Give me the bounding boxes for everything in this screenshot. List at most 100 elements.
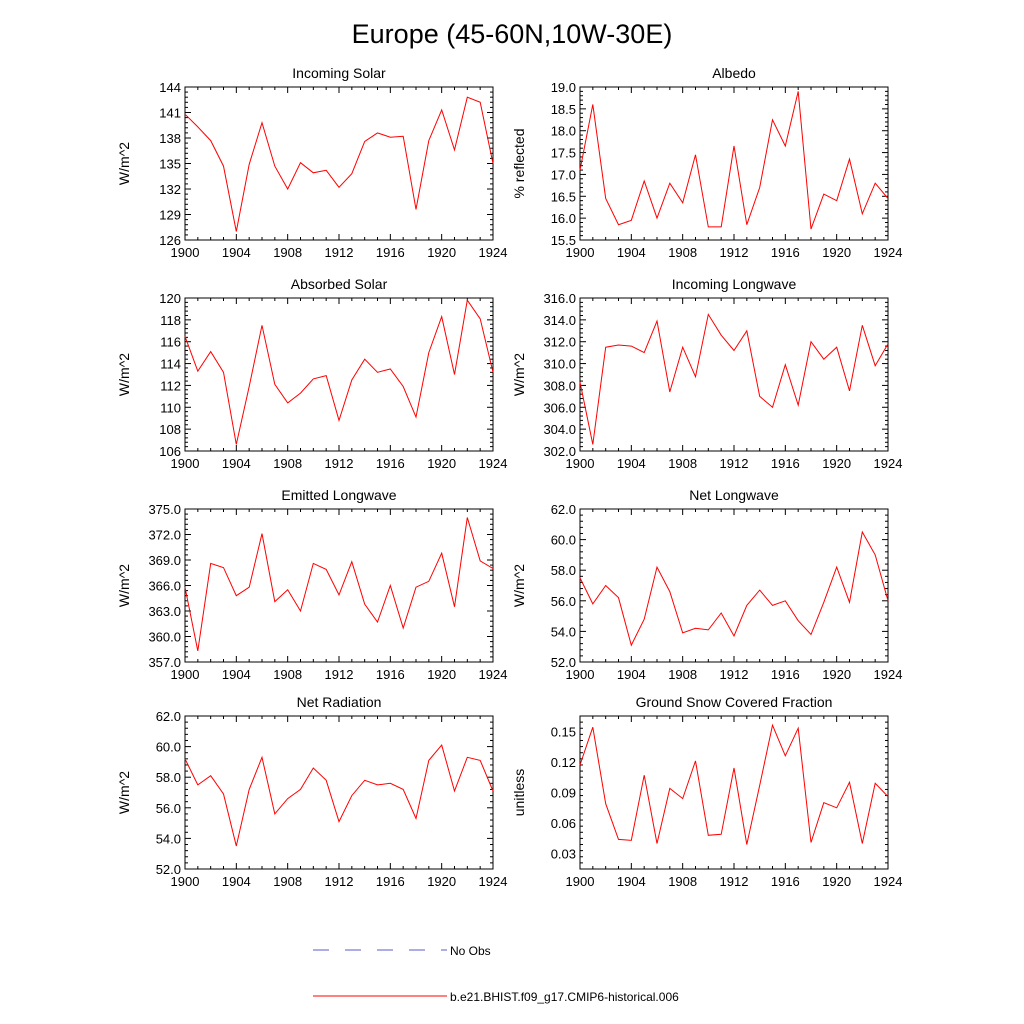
y-axis-label: % reflected	[511, 128, 527, 198]
y-tick-label: 16.0	[551, 211, 576, 226]
chart-panel: 1900 1904 1908 1912 1916 1920 1924 52.0 54.0 56.0…	[116, 694, 507, 889]
y-tick-label: 138	[159, 131, 181, 146]
y-tick-label: 363.0	[148, 604, 181, 619]
y-tick-label: 360.0	[148, 630, 181, 645]
x-tick-label: 1924	[479, 874, 508, 889]
x-tick-label: 1900	[566, 456, 595, 471]
y-tick-label: 0.12	[551, 755, 576, 770]
y-axis-label: W/m^2	[116, 353, 132, 396]
y-tick-label: 108	[159, 422, 181, 437]
x-tick-label: 1912	[720, 667, 749, 682]
x-tick-label: 1900	[171, 667, 200, 682]
y-tick-label: 52.0	[551, 655, 576, 670]
y-tick-label: 16.5	[551, 189, 576, 204]
x-tick-label: 1924	[874, 456, 903, 471]
legend: No Obs b.e21.BHIST.f09_g17.CMIP6-histori…	[313, 944, 679, 1004]
y-tick-label: 58.0	[156, 770, 181, 785]
x-tick-label: 1924	[479, 245, 508, 260]
y-tick-label: 308.0	[543, 378, 576, 393]
y-tick-label: 112	[160, 378, 181, 393]
y-tick-label: 310.0	[543, 357, 576, 372]
x-tick-label: 1920	[427, 874, 456, 889]
y-axis-label: W/m^2	[116, 564, 132, 607]
x-tick-label: 1912	[325, 874, 354, 889]
x-tick-label: 1908	[668, 245, 697, 260]
chart-title: Ground Snow Covered Fraction	[636, 694, 833, 710]
y-tick-label: 144	[159, 80, 181, 95]
x-tick-label: 1900	[171, 456, 200, 471]
x-tick-label: 1920	[822, 456, 851, 471]
chart-panel: 1900 1904 1908 1912 1916 1920 1924 106 108 110 112…	[116, 276, 507, 471]
y-tick-label: 58.0	[551, 563, 576, 578]
y-tick-label: 118	[160, 313, 181, 328]
y-tick-label: 52.0	[156, 862, 181, 877]
x-tick-label: 1904	[617, 667, 646, 682]
y-tick-label: 56.0	[156, 801, 181, 816]
x-tick-label: 1924	[874, 667, 903, 682]
chart-panel: 1900 1904 1908 1912 1916 1920 1924 357.0 360.0 36…	[116, 487, 507, 682]
x-tick-label: 1904	[222, 667, 251, 682]
series-line	[579, 91, 889, 230]
x-tick-label: 1912	[720, 874, 749, 889]
series-line	[579, 530, 889, 647]
x-tick-label: 1920	[427, 456, 456, 471]
y-tick-label: 60.0	[156, 740, 181, 755]
y-tick-label: 15.5	[551, 233, 576, 248]
y-axis-label: W/m^2	[116, 771, 132, 814]
y-tick-label: 17.0	[551, 167, 576, 182]
plot-frame	[579, 715, 889, 870]
y-axis-label: W/m^2	[116, 142, 132, 185]
x-tick-label: 1908	[273, 456, 302, 471]
plot-frame	[579, 86, 889, 241]
x-tick-label: 1904	[222, 245, 251, 260]
x-tick-label: 1900	[566, 245, 595, 260]
x-tick-label: 1912	[325, 245, 354, 260]
x-tick-label: 1908	[668, 456, 697, 471]
y-tick-label: 135	[159, 157, 181, 172]
series-line	[184, 744, 494, 847]
y-tick-label: 56.0	[551, 594, 576, 609]
chart-panel: 1900 1904 1908 1912 1916 1920 1924 0.03 0.06 0.09…	[511, 694, 902, 889]
y-tick-label: 316.0	[543, 291, 576, 306]
y-axis-label: W/m^2	[511, 353, 527, 396]
y-tick-label: 0.09	[551, 786, 576, 801]
chart-title: Net Radiation	[297, 694, 382, 710]
y-tick-label: 306.0	[543, 400, 576, 415]
x-tick-label: 1912	[720, 245, 749, 260]
series-line	[579, 723, 889, 845]
y-tick-label: 60.0	[551, 533, 576, 548]
x-tick-label: 1920	[427, 667, 456, 682]
series-line	[184, 517, 494, 651]
x-tick-label: 1908	[668, 667, 697, 682]
x-tick-label: 1908	[273, 667, 302, 682]
y-tick-label: 120	[159, 291, 181, 306]
x-tick-label: 1912	[720, 456, 749, 471]
y-tick-label: 302.0	[543, 444, 576, 459]
x-tick-label: 1924	[479, 667, 508, 682]
y-tick-label: 18.5	[551, 102, 576, 117]
y-tick-label: 110	[160, 400, 181, 415]
plot-frame	[579, 508, 889, 663]
y-tick-label: 357.0	[148, 655, 181, 670]
x-tick-label: 1904	[222, 874, 251, 889]
x-tick-label: 1916	[376, 456, 405, 471]
chart-panel: 1900 1904 1908 1912 1916 1920 1924 302.0 304.0 30…	[511, 276, 902, 471]
y-tick-label: 54.0	[551, 624, 576, 639]
chart-title: Incoming Longwave	[672, 276, 797, 292]
y-tick-label: 372.0	[148, 528, 181, 543]
y-axis-label: unitless	[511, 769, 527, 816]
x-tick-label: 1916	[376, 874, 405, 889]
y-tick-label: 0.06	[551, 816, 576, 831]
x-tick-label: 1916	[771, 874, 800, 889]
plot-frame	[579, 297, 889, 452]
x-tick-label: 1908	[273, 245, 302, 260]
x-tick-label: 1920	[822, 874, 851, 889]
x-tick-label: 1924	[479, 456, 508, 471]
chart-title: Absorbed Solar	[291, 276, 388, 292]
x-tick-label: 1916	[771, 245, 800, 260]
x-tick-label: 1920	[822, 245, 851, 260]
chart-panel: 1900 1904 1908 1912 1916 1920 1924 52.0 54.0 56.0…	[511, 487, 902, 682]
chart-panel: 1900 1904 1908 1912 1916 1920 1924 15.5 16.0 16.5…	[511, 65, 902, 260]
x-tick-label: 1908	[273, 874, 302, 889]
x-tick-label: 1920	[822, 667, 851, 682]
